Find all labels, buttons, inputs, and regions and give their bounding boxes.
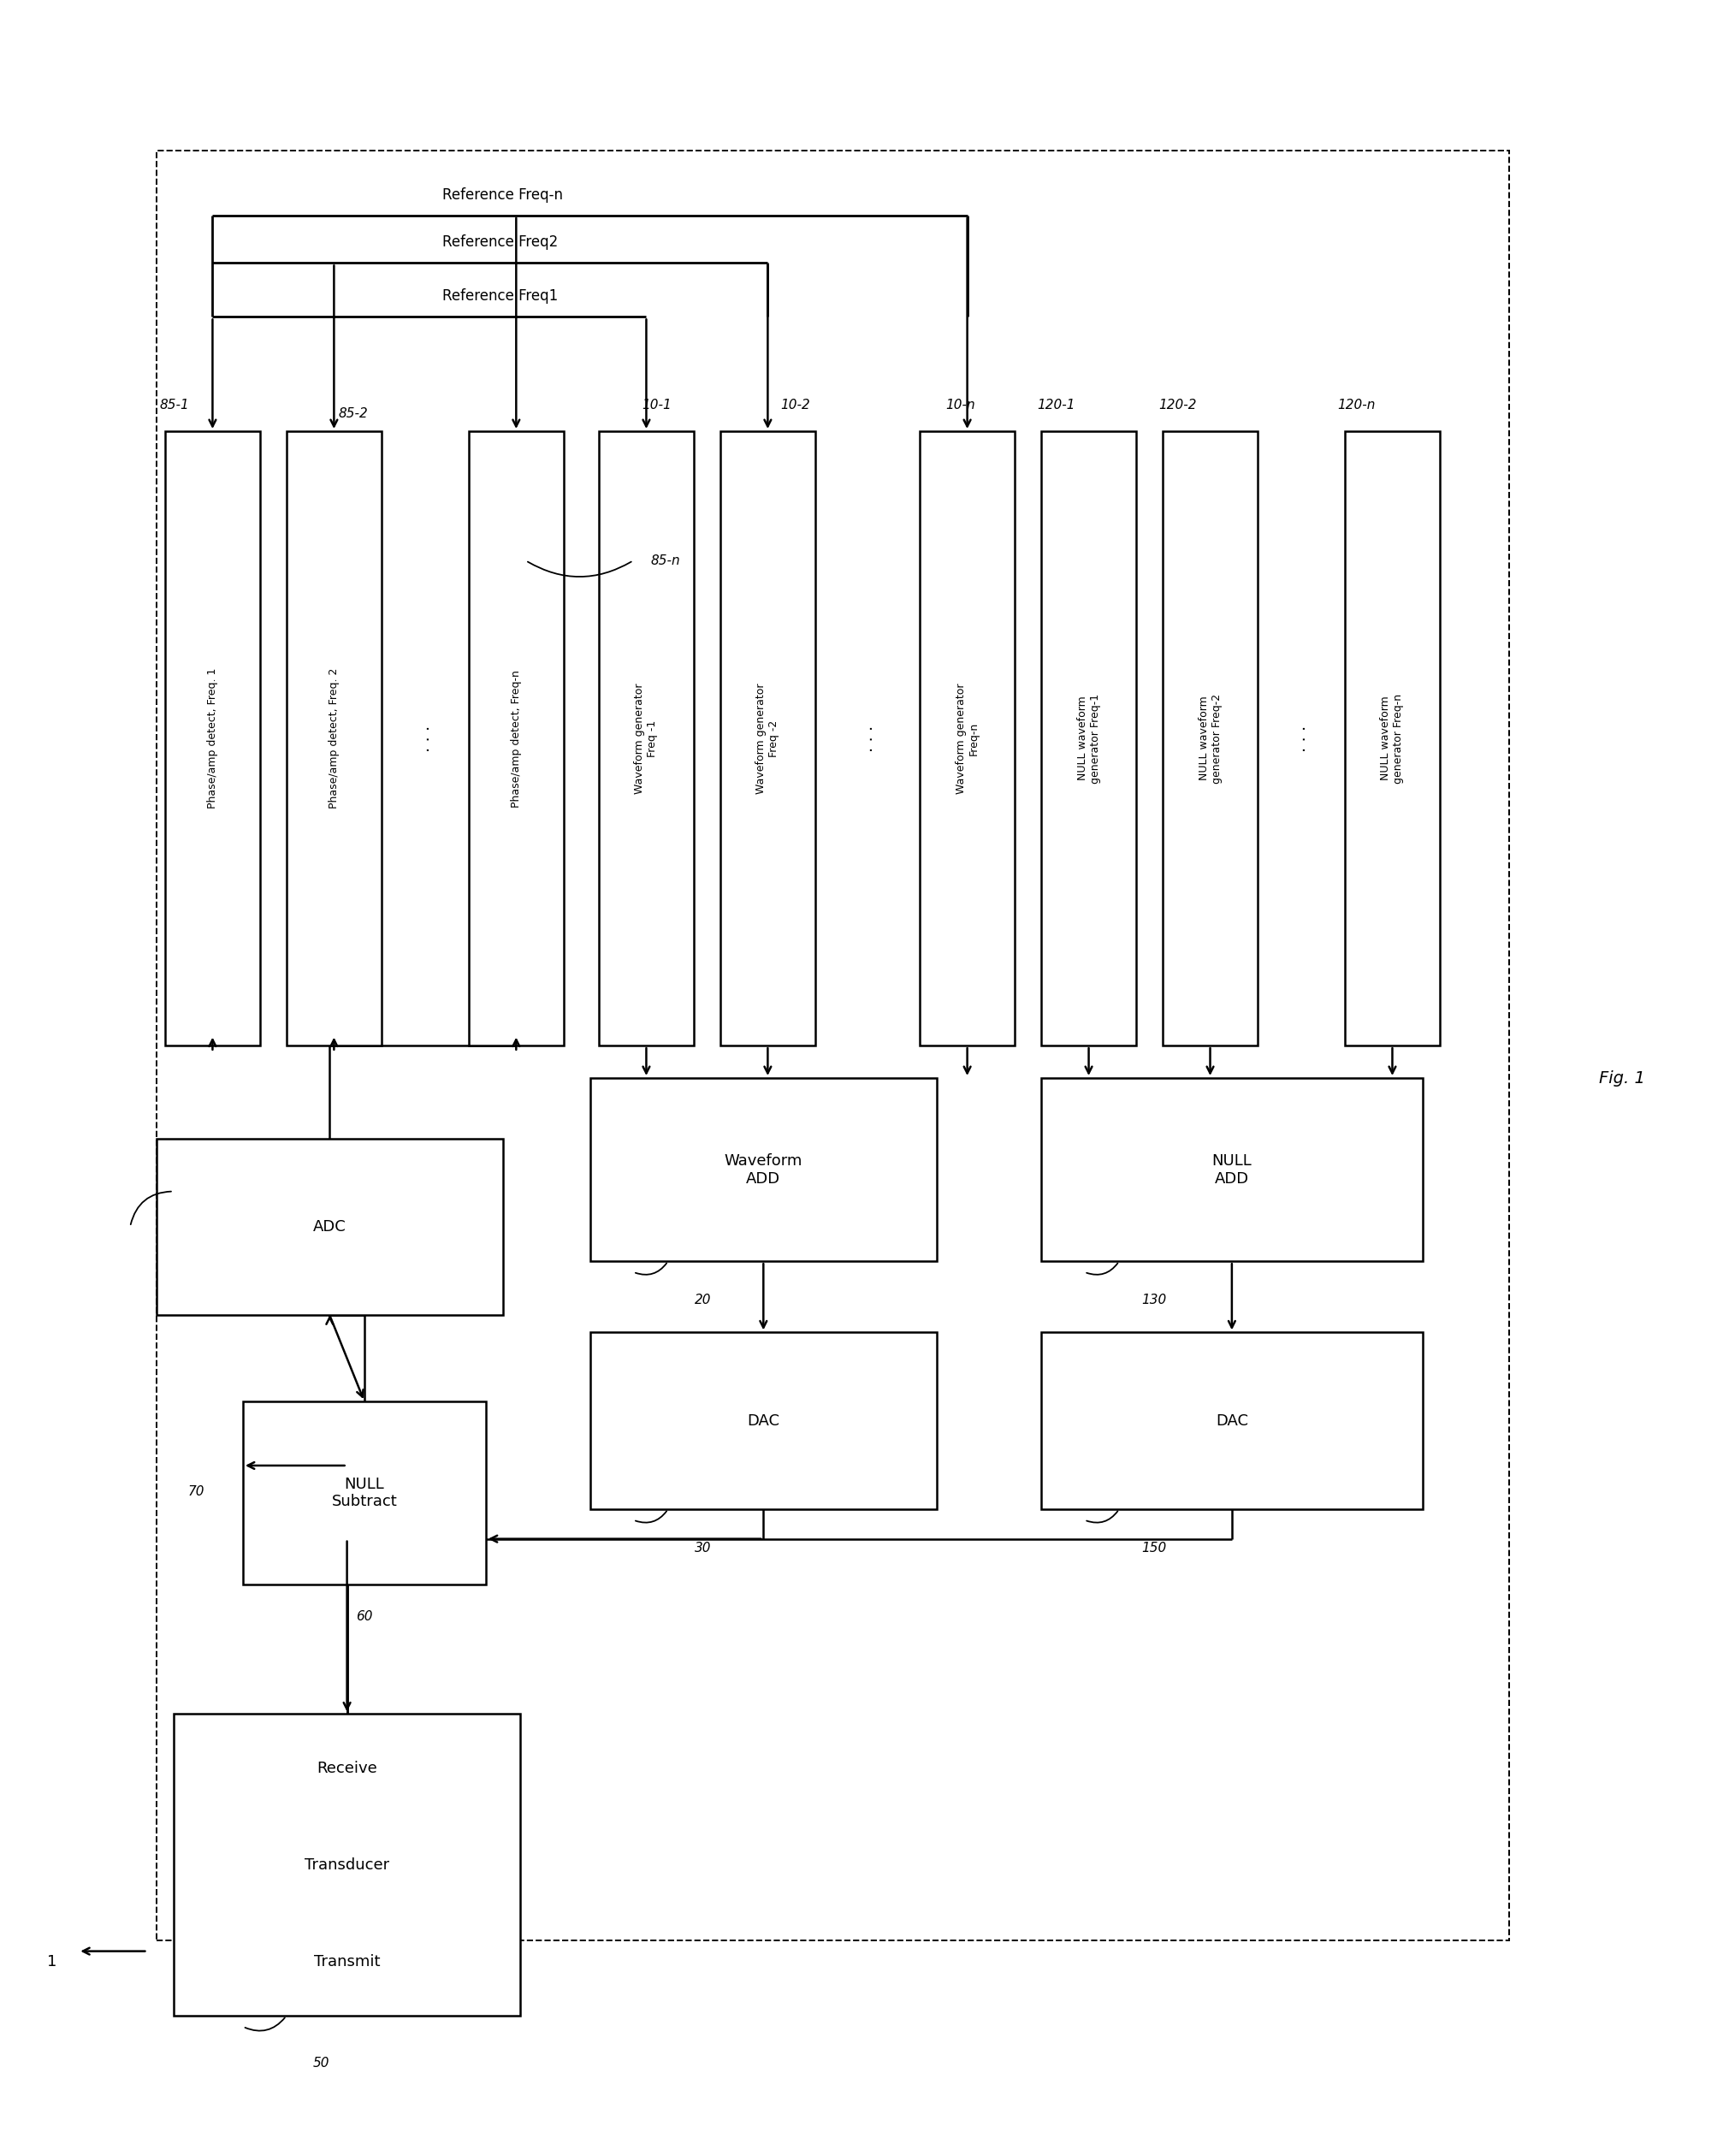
- Text: 10-2: 10-2: [781, 399, 810, 412]
- Text: . . .: . . .: [1293, 724, 1310, 752]
- Text: 120-1: 120-1: [1038, 399, 1076, 412]
- Text: 10-1: 10-1: [642, 399, 671, 412]
- Bar: [243, 1401, 486, 1585]
- Bar: [920, 431, 1015, 1046]
- Bar: [1041, 1078, 1423, 1261]
- Bar: [590, 1078, 937, 1261]
- Text: 130: 130: [1142, 1294, 1166, 1307]
- Text: 60: 60: [356, 1611, 373, 1623]
- Bar: [468, 431, 564, 1046]
- Text: DAC: DAC: [1216, 1412, 1247, 1429]
- Text: NULL
Subtract: NULL Subtract: [331, 1477, 397, 1509]
- Text: NULL waveform
generator Freq-1: NULL waveform generator Freq-1: [1077, 694, 1100, 783]
- Text: 85-2: 85-2: [338, 407, 368, 420]
- Text: Fig. 1: Fig. 1: [1600, 1069, 1645, 1087]
- Text: NULL waveform
generator Freq-n: NULL waveform generator Freq-n: [1381, 694, 1404, 783]
- Bar: [1162, 431, 1258, 1046]
- Bar: [174, 1714, 520, 2016]
- Bar: [165, 431, 260, 1046]
- Text: Receive: Receive: [318, 1761, 376, 1777]
- Text: 1: 1: [47, 1953, 57, 1971]
- Text: Phase/amp detect, Freq-n: Phase/amp detect, Freq-n: [510, 671, 522, 806]
- Text: NULL waveform
generator Freq-2: NULL waveform generator Freq-2: [1199, 694, 1221, 783]
- Bar: [1041, 1332, 1423, 1509]
- Text: 10-n: 10-n: [946, 399, 975, 412]
- Bar: [156, 1138, 503, 1315]
- Text: 150: 150: [1142, 1542, 1166, 1554]
- Text: . . .: . . .: [416, 724, 434, 752]
- Bar: [590, 1332, 937, 1509]
- Bar: [720, 431, 815, 1046]
- Text: Phase/amp detect, Freq. 1: Phase/amp detect, Freq. 1: [206, 668, 219, 808]
- Text: Waveform generator
Freq-n: Waveform generator Freq-n: [956, 683, 979, 793]
- Text: Waveform generator
Freq -2: Waveform generator Freq -2: [756, 683, 779, 793]
- Text: DAC: DAC: [748, 1412, 779, 1429]
- Text: Reference Freq-n: Reference Freq-n: [442, 188, 564, 203]
- Bar: [1041, 431, 1136, 1046]
- Text: 120-2: 120-2: [1159, 399, 1197, 412]
- Text: Transmit: Transmit: [314, 1953, 380, 1968]
- Bar: [1345, 431, 1440, 1046]
- Text: Reference Freq1: Reference Freq1: [442, 289, 559, 304]
- Text: ADC: ADC: [312, 1218, 347, 1235]
- Text: 85-1: 85-1: [160, 399, 189, 412]
- Text: 85-n: 85-n: [651, 554, 680, 567]
- Text: 120-n: 120-n: [1338, 399, 1376, 412]
- Text: 70: 70: [187, 1485, 205, 1498]
- Bar: [286, 431, 382, 1046]
- Text: Transducer: Transducer: [305, 1856, 389, 1874]
- Bar: [156, 151, 1509, 1940]
- Bar: [599, 431, 694, 1046]
- Text: 20: 20: [694, 1294, 711, 1307]
- Text: Waveform generator
Freq -1: Waveform generator Freq -1: [635, 683, 658, 793]
- Text: 50: 50: [312, 2057, 330, 2070]
- Text: 30: 30: [694, 1542, 711, 1554]
- Text: Reference Freq2: Reference Freq2: [442, 235, 559, 250]
- Text: NULL
ADD: NULL ADD: [1211, 1153, 1253, 1186]
- Text: . . .: . . .: [859, 724, 876, 752]
- Text: Phase/amp detect, Freq. 2: Phase/amp detect, Freq. 2: [328, 668, 340, 808]
- Text: Waveform
ADD: Waveform ADD: [723, 1153, 803, 1186]
